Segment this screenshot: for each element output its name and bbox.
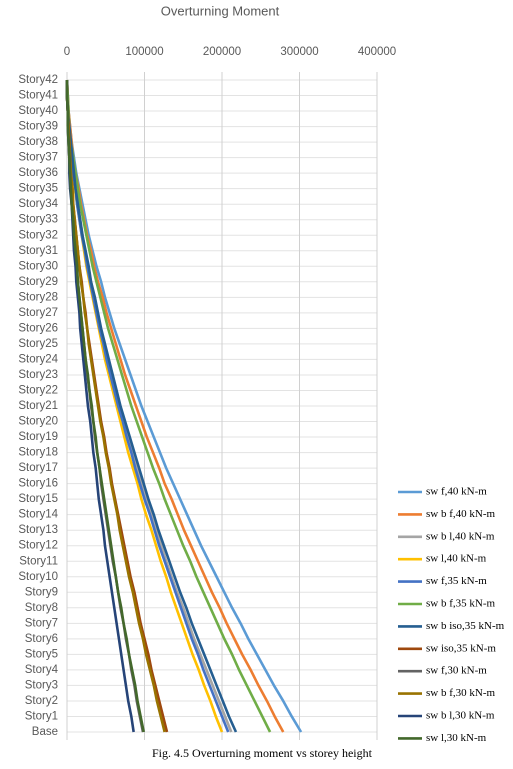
y-tick-label: Story13 (18, 524, 58, 536)
y-tick-label: Story10 (18, 571, 58, 583)
legend-label: sw l,40 kN-m (426, 553, 487, 565)
y-tick-label: Story26 (18, 322, 58, 334)
y-tick-label: Story42 (18, 74, 58, 86)
series-line (65, 79, 272, 733)
legend-label: sw b f,30 kN-m (426, 687, 495, 699)
y-tick-label: Base (32, 726, 58, 738)
x-tick-label: 200000 (203, 46, 241, 58)
y-tick-label: Story11 (19, 555, 58, 567)
y-tick-label: Story6 (25, 633, 58, 645)
y-tick-label: Story12 (18, 540, 58, 552)
x-tick-label: 300000 (280, 46, 318, 58)
legend-label: sw b iso,35 kN-m (426, 620, 505, 632)
y-tick-label: Story30 (18, 260, 58, 272)
series-line (65, 80, 166, 733)
y-tick-label: Story2 (25, 695, 58, 707)
y-tick-label: Story27 (18, 307, 58, 319)
y-tick-label: Story34 (18, 198, 58, 210)
y-tick-label: Story18 (18, 447, 58, 459)
x-tick-label: 100000 (125, 46, 163, 58)
legend-label: sw b f,40 kN-m (426, 508, 495, 520)
chart-title: Overturning Moment (161, 3, 280, 18)
legend-label: sw b f,35 kN-m (426, 598, 495, 610)
y-tick-label: Story41 (18, 90, 58, 102)
x-tick-label: 400000 (358, 46, 396, 58)
y-tick-label: Story8 (25, 602, 58, 614)
y-tick-label: Story17 (18, 462, 58, 474)
series-line (65, 80, 145, 733)
legend-label: sw f,30 kN-m (426, 665, 487, 677)
x-tick-label: 0 (64, 46, 70, 58)
y-tick-label: Story28 (18, 291, 58, 303)
y-tick-label: Story5 (25, 648, 58, 660)
y-tick-label: Story22 (18, 385, 58, 397)
y-tick-label: Story24 (18, 353, 58, 365)
y-tick-label: Story37 (18, 152, 58, 164)
legend-label: sw f,35 kN-m (426, 575, 487, 587)
y-tick-label: Story4 (25, 664, 59, 676)
legend-label: sw l,30 kN-m (426, 732, 487, 744)
y-tick-label: Story15 (18, 493, 58, 505)
y-tick-label: Story14 (18, 509, 58, 521)
y-tick-label: Story38 (18, 136, 58, 148)
y-tick-label: Story21 (18, 400, 58, 412)
y-tick-label: Story35 (18, 183, 58, 195)
y-tick-label: Story16 (18, 478, 58, 490)
y-tick-label: Story3 (25, 679, 58, 691)
caption: Fig. 4.5 Overturning moment vs storey he… (152, 746, 373, 760)
y-tick-label: Story29 (18, 276, 58, 288)
y-tick-label: Story7 (25, 617, 58, 629)
y-tick-label: Story9 (25, 586, 58, 598)
y-tick-label: Story32 (18, 229, 58, 241)
y-tick-label: Story19 (18, 431, 58, 443)
y-tick-label: Story31 (18, 245, 58, 257)
legend-label: sw f,40 kN-m (426, 486, 487, 498)
y-tick-label: Story40 (18, 105, 58, 117)
legend-label: sw iso,35 kN-m (426, 642, 496, 654)
legend-label: sw b l,30 kN-m (426, 710, 495, 722)
y-tick-label: Story33 (18, 214, 58, 226)
y-tick-label: Story39 (18, 121, 58, 133)
y-tick-label: Story1 (25, 711, 58, 723)
y-tick-label: Story20 (18, 416, 58, 428)
y-tick-label: Story23 (18, 369, 58, 381)
y-tick-label: Story25 (18, 338, 58, 350)
legend-label: sw b l,40 kN-m (426, 530, 495, 542)
y-tick-label: Story36 (18, 167, 58, 179)
series-line (65, 80, 238, 733)
